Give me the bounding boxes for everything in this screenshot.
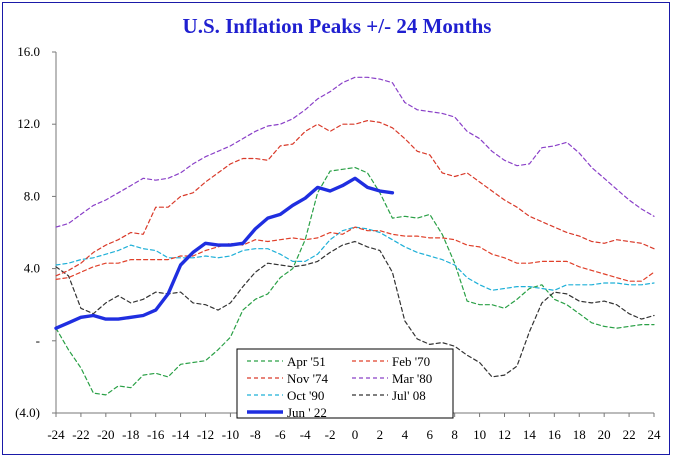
x-tick-label: 24 [648, 427, 662, 442]
legend-label: Feb '70 [392, 354, 430, 369]
y-tick-label: 8.0 [24, 188, 40, 203]
y-tick-label: 16.0 [17, 44, 40, 59]
x-tick-label: 18 [573, 427, 586, 442]
legend-box [236, 348, 454, 419]
chart-title: U.S. Inflation Peaks +/- 24 Months [182, 14, 492, 38]
x-tick-label: -14 [172, 427, 190, 442]
x-tick-label: -2 [325, 427, 336, 442]
y-tick-label: 12.0 [17, 116, 40, 131]
series-line-feb-70 [55, 226, 655, 282]
x-tick-label: -10 [222, 427, 239, 442]
x-tick-label: -18 [122, 427, 139, 442]
axes: 16.012.08.04.0-(4.0)-24 -22 -20 -18 -16 -14 -1… [15, 44, 661, 442]
legend: Apr '51 Feb '70 Nov '74 Mar '80 Oct '90 Jul' … [236, 348, 454, 420]
x-tick-label: 10 [473, 427, 486, 442]
x-tick-label: -6 [275, 427, 286, 442]
series-layer [54, 76, 655, 396]
x-tick-label: 12 [498, 427, 511, 442]
legend-label: Jun ' 22 [287, 405, 327, 420]
series-line-apr-51 [55, 166, 655, 396]
y-tick-label: - [36, 333, 40, 348]
x-tick-label: 6 [427, 427, 434, 442]
x-tick-label: -22 [72, 427, 89, 442]
y-tick-label: 4.0 [24, 261, 40, 276]
series-line-nov-74 [55, 119, 655, 277]
x-tick-label: 8 [451, 427, 458, 442]
legend-label: Oct '90 [287, 388, 324, 403]
x-tick-label: 4 [402, 427, 409, 442]
legend-label: Apr '51 [287, 354, 326, 369]
x-tick-label: -20 [97, 427, 114, 442]
x-tick-label: -16 [147, 427, 165, 442]
legend-label: Mar '80 [392, 371, 432, 386]
x-tick-label: 22 [623, 427, 636, 442]
x-tick-label: -24 [47, 427, 65, 442]
y-tick-label: (4.0) [15, 405, 40, 420]
series-line-oct-90 [55, 226, 655, 291]
x-tick-label: 20 [598, 427, 611, 442]
x-tick-label: 14 [523, 427, 537, 442]
x-tick-label: 0 [352, 427, 359, 442]
x-tick-label: -4 [300, 427, 311, 442]
series-line-mar-80 [55, 76, 655, 228]
series-line-jul-08 [55, 240, 655, 378]
series-line-jun-22 [54, 176, 395, 330]
legend-label: Nov '74 [287, 371, 328, 386]
x-tick-label: 2 [377, 427, 384, 442]
x-tick-label: -8 [250, 427, 261, 442]
x-tick-label: -12 [197, 427, 214, 442]
x-tick-label: 16 [548, 427, 562, 442]
legend-label: Jul' 08 [392, 388, 426, 403]
